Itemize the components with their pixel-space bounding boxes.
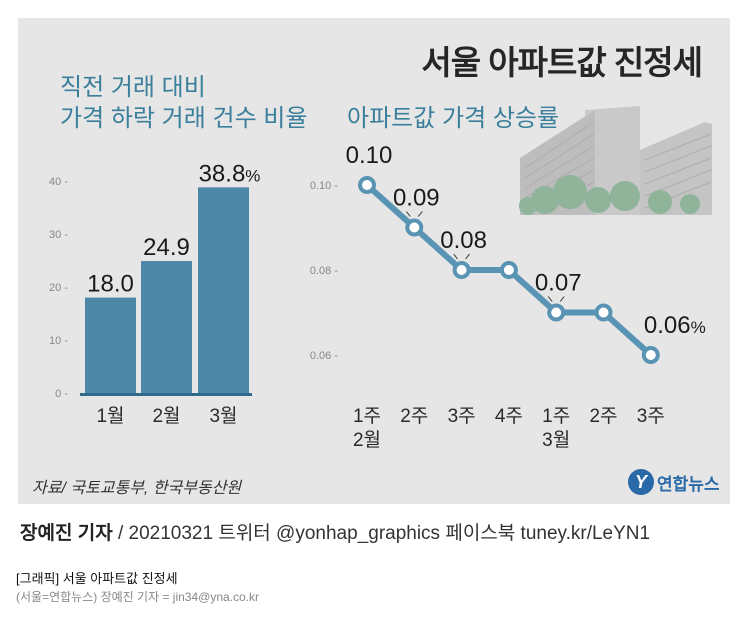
caption-title: [그래픽] 서울 아파트값 진정세 xyxy=(16,571,178,586)
bar-x-label: 1월 xyxy=(96,405,124,427)
chart-panel xyxy=(18,18,730,504)
bar-value-label: 38.8% xyxy=(199,160,261,187)
line-point xyxy=(405,218,424,237)
line-point xyxy=(452,261,471,279)
bar-y-tick-label: 20 - xyxy=(49,282,68,294)
line-value-label: 0.07 xyxy=(535,270,582,297)
label-leader xyxy=(405,211,411,217)
bar-chart-title: 직전 거래 대비 가격 하락 거래 건수 비율 xyxy=(60,72,307,134)
bar-x-label: 3월 xyxy=(209,405,237,427)
bar-y-tick-label: 30 - xyxy=(49,229,68,241)
bar-chart-title-line-2: 가격 하락 거래 건수 비율 xyxy=(60,105,308,132)
bar-value-label: 18.0 xyxy=(87,271,134,298)
source-note: 자료/ 국토교통부, 한국부동산원 xyxy=(32,480,242,497)
line-point xyxy=(358,176,376,194)
line-value-label: 0.09 xyxy=(393,185,440,212)
line-x-label: 1주 xyxy=(353,406,381,427)
bar-y-tick-label: 0 - xyxy=(55,388,68,400)
line-value-label: 0.06% xyxy=(644,312,706,339)
label-leader xyxy=(465,253,470,260)
byline-details: / 20210321 트위터 @yonhap_graphics 페이스북 tun… xyxy=(112,523,651,544)
bar-x-label: 2월 xyxy=(152,405,180,427)
line-value-label: 0.10 xyxy=(346,142,393,169)
line-x-label: 3주 xyxy=(637,406,665,427)
line-point xyxy=(594,303,613,322)
line-x-label: 3월 xyxy=(542,429,570,451)
line-value-unit: % xyxy=(691,318,706,337)
bar-chart-title-line-1: 직전 거래 대비 xyxy=(60,74,206,101)
label-leader xyxy=(417,211,423,217)
line-y-tick-label: 0.10 - xyxy=(310,180,338,192)
caption-credit: (서울=연합뉴스) 장예진 기자 = jin34@yna.co.kr xyxy=(16,590,260,604)
label-leader xyxy=(453,253,458,260)
bar-baseline xyxy=(80,393,252,396)
line-y-tick-label: 0.08 - xyxy=(310,265,338,277)
byline: 장예진 기자 / 20210321 트위터 @yonhap_graphics 페… xyxy=(20,518,650,545)
bar xyxy=(198,187,249,393)
apartment-illustration xyxy=(519,106,712,215)
line-x-label: 2주 xyxy=(400,406,428,427)
line-point xyxy=(499,261,518,279)
line-chart-title: 아파트값 가격 상승률 xyxy=(347,105,560,132)
main-title: 서울 아파트값 진정세 xyxy=(421,44,703,81)
bar-value-label: 24.9 xyxy=(143,234,190,261)
yonhap-logo-text: 연합뉴스 xyxy=(657,474,720,494)
line-point xyxy=(641,346,660,364)
line-y-tick-label: 0.06 - xyxy=(310,350,338,362)
bar xyxy=(85,297,136,393)
line-x-label: 4주 xyxy=(495,406,523,427)
line-x-label: 2주 xyxy=(589,406,617,427)
bar-value-unit: % xyxy=(245,166,260,185)
bar-y-tick-label: 40 - xyxy=(49,176,68,188)
bar-y-tick-label: 10 - xyxy=(49,335,68,347)
line-point xyxy=(547,303,566,322)
bar-chart: 0 - 10 - 20 - 30 - 40 - 18.0 1월 24.9 2월 38.8% 3월 xyxy=(49,160,260,427)
label-leader xyxy=(559,296,565,302)
label-leader xyxy=(547,296,553,302)
yonhap-logo: Y 연합뉴스 xyxy=(628,467,720,497)
line-value-label: 0.08 xyxy=(440,227,487,254)
byline-author: 장예진 기자 xyxy=(20,523,113,544)
yonhap-logo-icon: Y xyxy=(628,469,654,495)
bar xyxy=(141,261,192,393)
line-x-label: 3주 xyxy=(448,406,476,427)
line-x-label: 1주 xyxy=(542,406,570,427)
line-x-label: 2월 xyxy=(353,429,381,451)
